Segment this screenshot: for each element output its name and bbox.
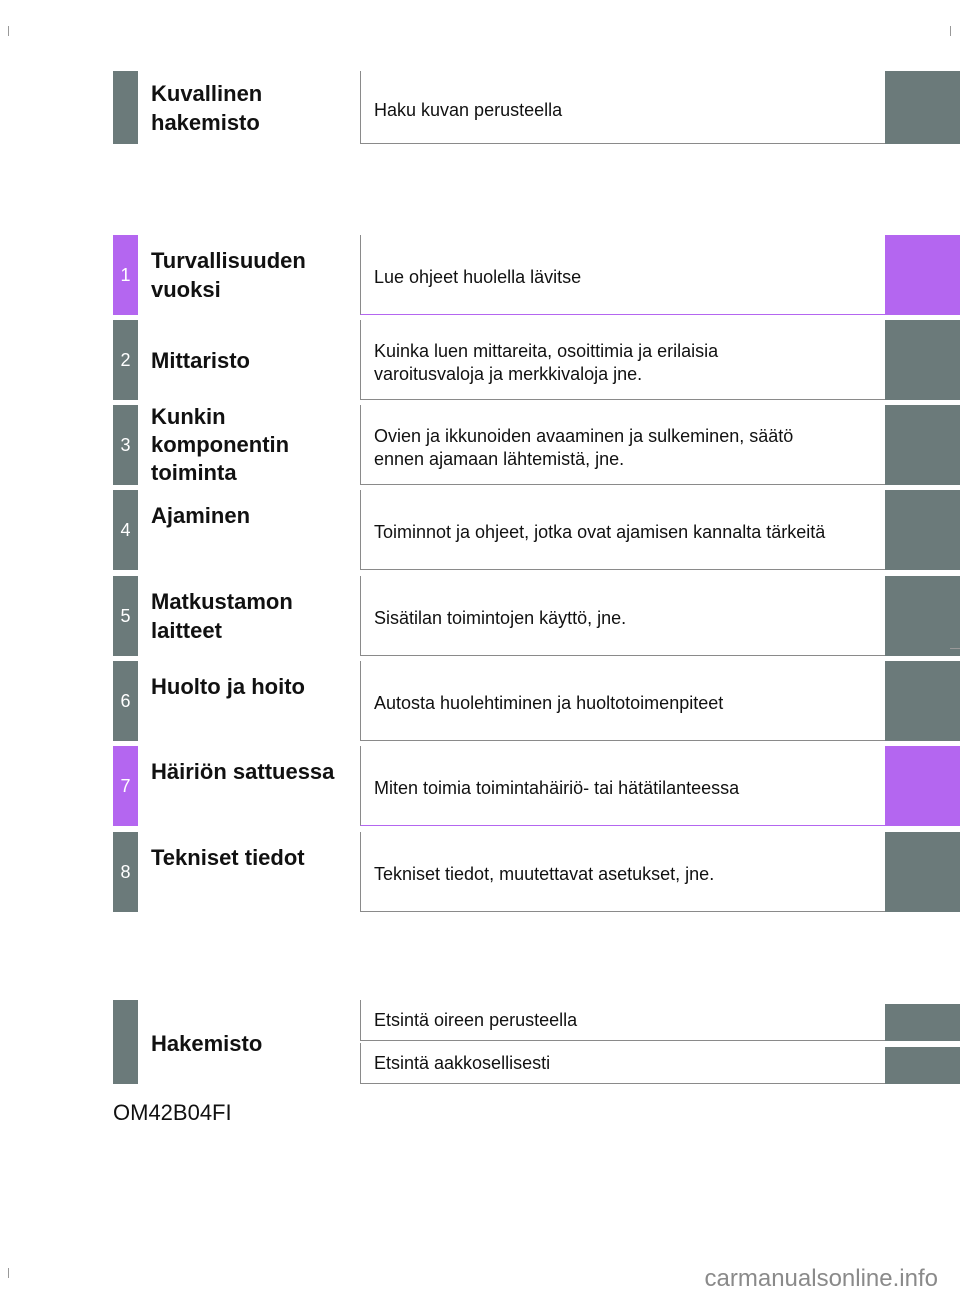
- chapter-row-4[interactable]: 4 Ajaminen Toiminnot ja ohjeet, jotka ov…: [0, 490, 960, 570]
- chapter-title: Turvallisuuden vuoksi: [151, 248, 306, 302]
- chapter-number: 2: [113, 320, 138, 400]
- index-item-symptom-search[interactable]: Etsintä oireen perusteella: [360, 1000, 885, 1041]
- chapter-description: Kuinka luen mittareita, osoittimia ja er…: [360, 320, 885, 400]
- chapter-thumb-tab[interactable]: [885, 235, 960, 315]
- crop-mark: [950, 648, 960, 649]
- chapter-number: 6: [113, 661, 138, 741]
- chapter-thumb-tab[interactable]: [885, 746, 960, 826]
- watermark: carmanualsonline.info: [704, 1265, 938, 1292]
- index-title: Hakemisto: [151, 1030, 263, 1056]
- chapter-row-7[interactable]: 7 Häiriön sattuessa Miten toimia toimint…: [0, 746, 960, 826]
- chapter-title: Tekniset tiedot: [151, 845, 305, 870]
- chapter-number: 7: [113, 746, 138, 826]
- chapter-description: Toiminnot ja ohjeet, jotka ovat ajamisen…: [360, 490, 885, 570]
- chapter-row-1[interactable]: 1 Turvallisuuden vuoksi Lue ohjeet huole…: [0, 235, 960, 315]
- alphabetical-index-section: Hakemisto Etsintä oireen perusteella Ets…: [0, 1000, 960, 1084]
- chapter-title: Matkustamon laitteet: [151, 589, 293, 643]
- chapter-title: Mittaristo: [151, 347, 250, 373]
- chapter-title: Ajaminen: [151, 503, 251, 528]
- picture-index-description: Haku kuvan perusteella: [360, 71, 885, 144]
- chapter-title: Häiriön sattuessa: [151, 759, 335, 784]
- chapter-number: 8: [113, 832, 138, 912]
- chapter-thumb-tab[interactable]: [885, 490, 960, 570]
- chapter-row-6[interactable]: 6 Huolto ja hoito Autosta huolehtiminen …: [0, 661, 960, 741]
- chapter-description: Miten toimia toimintahäiriö- tai hätätil…: [360, 746, 885, 826]
- picture-index-tab: [113, 71, 138, 144]
- chapter-row-5[interactable]: 5 Matkustamon laitteet Sisätilan toimint…: [0, 576, 960, 656]
- picture-index-section[interactable]: Kuvallinen hakemisto Haku kuvan perustee…: [0, 71, 960, 144]
- index-tab: [113, 1000, 138, 1084]
- chapter-thumb-tab[interactable]: [885, 661, 960, 741]
- chapter-thumb-tab[interactable]: [885, 405, 960, 485]
- chapter-description: Tekniset tiedot, muutettavat asetukset, …: [360, 832, 885, 912]
- document-code: OM42B04FI: [113, 1100, 232, 1125]
- index-item-alphabetical-search[interactable]: Etsintä aakkosellisesti: [360, 1043, 885, 1084]
- chapter-number: 4: [113, 490, 138, 570]
- chapter-title: Huolto ja hoito: [151, 674, 305, 699]
- index-item-alphabetical-tab[interactable]: [885, 1047, 960, 1084]
- chapter-description: Sisätilan toimintojen käyttö, jne.: [360, 576, 885, 656]
- chapter-number: 1: [113, 235, 138, 315]
- chapter-number: 3: [113, 405, 138, 485]
- picture-index-thumb-tab[interactable]: [885, 71, 960, 144]
- chapter-thumb-tab[interactable]: [885, 576, 960, 656]
- chapter-row-2[interactable]: 2 Mittaristo Kuinka luen mittareita, oso…: [0, 320, 960, 400]
- chapter-description: Lue ohjeet huolella lävitse: [360, 235, 885, 315]
- crop-mark: [8, 1268, 9, 1278]
- chapter-row-8[interactable]: 8 Tekniset tiedot Tekniset tiedot, muute…: [0, 832, 960, 912]
- crop-mark: [8, 26, 9, 36]
- crop-mark: [950, 26, 951, 36]
- picture-index-title: Kuvallinen hakemisto: [151, 80, 263, 135]
- chapter-title: Kunkin komponentin toiminta: [151, 404, 290, 485]
- chapter-thumb-tab[interactable]: [885, 320, 960, 400]
- chapter-thumb-tab[interactable]: [885, 832, 960, 912]
- chapter-description: Ovien ja ikkunoiden avaaminen ja sulkemi…: [360, 405, 885, 485]
- index-item-symptom-tab[interactable]: [885, 1004, 960, 1041]
- chapter-description: Autosta huolehtiminen ja huoltotoimenpit…: [360, 661, 885, 741]
- chapter-row-3[interactable]: 3 Kunkin komponentin toiminta Ovien ja i…: [0, 404, 960, 485]
- chapter-number: 5: [113, 576, 138, 656]
